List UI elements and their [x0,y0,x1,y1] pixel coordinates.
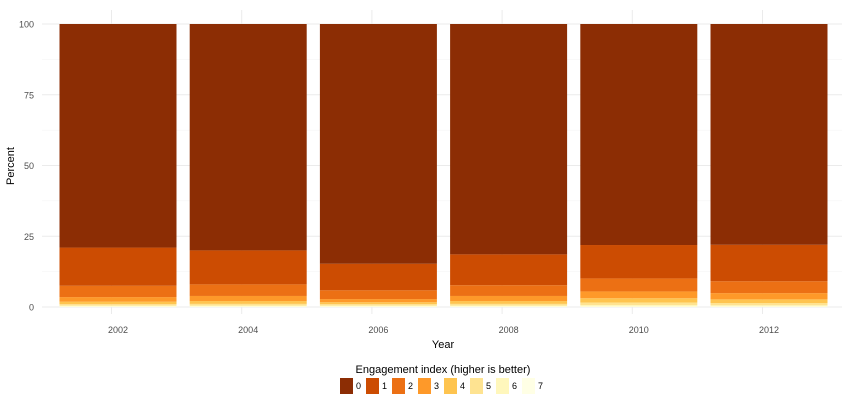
bar-segment-7-2006 [319,306,437,307]
y-tick-label: 25 [24,232,34,242]
x-tick-label: 2012 [759,325,779,335]
bar-segment-6-2008 [450,305,568,307]
bar-segment-5-2010 [580,302,698,306]
bar-segment-4-2004 [189,301,307,304]
bar-segment-0-2008 [450,24,568,255]
x-tick-label: 2004 [238,325,258,335]
legend-key-3 [418,378,431,394]
x-axis-label: Year [432,339,455,351]
bar-segment-5-2006 [319,304,437,306]
bar-segment-2-2012 [710,281,828,294]
legend-key-6 [496,378,509,394]
bar-segment-2-2004 [189,284,307,296]
bar-segment-6-2004 [189,305,307,307]
y-tick-label: 50 [24,161,34,171]
x-tick-label: 2002 [108,325,128,335]
bar-segment-0-2004 [189,24,307,251]
bar-segment-0-2012 [710,24,828,245]
bar-segment-4-2008 [450,301,568,304]
bar-segment-3-2002 [59,297,177,302]
legend-key-2 [392,378,405,394]
bar-segment-3-2008 [450,295,568,302]
y-tick-label: 100 [19,20,34,30]
bars [59,24,828,307]
bar-segment-7-2008 [450,306,568,307]
bar-segment-3-2010 [580,291,698,299]
legend-label-0: 0 [356,381,361,391]
bar-segment-1-2010 [580,245,698,279]
legend-label-6: 6 [512,381,517,391]
legend-key-5 [470,378,483,394]
bar-segment-2-2006 [319,290,437,300]
bar-segment-1-2012 [710,244,828,282]
bar-segment-7-2002 [59,306,177,307]
y-axis-label: Percent [5,147,17,185]
y-axis-ticks: 0 25 50 75 100 [19,20,34,313]
bar-segment-5-2002 [59,304,177,306]
bar-segment-1-2006 [319,263,437,291]
bar-segment-5-2008 [450,303,568,306]
bar-segment-6-2012 [710,305,828,307]
y-tick-label: 0 [29,303,34,313]
bar-segment-4-2002 [59,301,177,305]
legend-key-7 [522,378,535,394]
legend-label-7: 7 [538,381,543,391]
y-tick-label: 75 [24,90,34,100]
bar-segment-1-2004 [189,250,307,285]
legend-label-5: 5 [486,381,491,391]
legend-key-1 [366,378,379,394]
bar-segment-4-2010 [580,298,698,303]
bar-segment-6-2002 [59,305,177,307]
legend-label-2: 2 [408,381,413,391]
x-tick-label: 2008 [499,325,519,335]
bar-segment-1-2008 [450,254,568,286]
bar-segment-3-2006 [319,299,437,303]
bar-segment-5-2012 [710,303,828,306]
bar-segment-3-2004 [189,295,307,302]
legend-label-1: 1 [382,381,387,391]
legend-key-0 [340,378,353,394]
x-tick-label: 2010 [629,325,649,335]
bar-segment-6-2006 [319,305,437,307]
bar-segment-4-2006 [319,302,437,305]
bar-segment-2-2010 [580,278,698,292]
bar-segment-7-2004 [189,306,307,307]
legend: 0 1 2 3 4 5 6 7 [340,378,543,394]
x-tick-label: 2006 [368,325,388,335]
bar-segment-1-2002 [59,247,177,286]
bar-segment-2-2002 [59,285,177,298]
bar-segment-2-2008 [450,285,568,296]
bar-segment-0-2010 [580,24,698,246]
legend-label-4: 4 [460,381,465,391]
bar-segment-7-2010 [580,306,698,307]
bar-segment-3-2012 [710,293,828,300]
bar-segment-5-2004 [189,303,307,306]
bar-segment-6-2010 [580,305,698,307]
bar-segment-0-2006 [319,24,437,264]
x-axis-ticks: 2002 2004 2006 2008 2010 2012 [108,325,779,335]
legend-key-4 [444,378,457,394]
bar-segment-7-2012 [710,306,828,307]
legend-label-3: 3 [434,381,439,391]
bar-segment-4-2012 [710,299,828,304]
bar-segment-0-2002 [59,24,177,248]
legend-title: Engagement index (higher is better) [356,364,531,376]
